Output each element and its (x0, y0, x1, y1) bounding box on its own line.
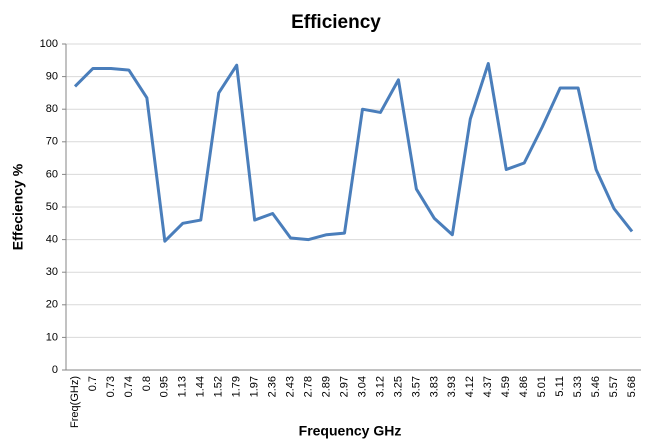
y-tick-label: 10 (46, 331, 58, 343)
x-tick-label: 0.73 (105, 376, 117, 397)
y-tick-label: 100 (40, 38, 58, 50)
x-tick-label: 3.12 (374, 376, 386, 397)
chart-title: Efficiency (291, 12, 381, 33)
x-tick-label: 1.97 (249, 376, 261, 397)
x-tick-label: 2.97 (338, 376, 350, 397)
x-tick-label: 0.74 (123, 376, 135, 397)
x-tick-label: 1.52 (213, 376, 225, 397)
y-tick-label: 60 (46, 168, 58, 180)
y-axis-title: Effeciency % (10, 163, 26, 250)
x-tick-label: 4.86 (518, 376, 530, 397)
x-tick-label: 2.78 (302, 376, 314, 397)
x-tick-label: Freq(GHz) (69, 376, 81, 428)
y-tick-label: 90 (46, 71, 58, 83)
x-tick-label: 1.79 (231, 376, 243, 397)
y-tick-label: 0 (52, 364, 58, 376)
x-tick-label: 0.95 (159, 376, 171, 397)
x-tick-label: 4.12 (464, 376, 476, 397)
y-tick-label: 20 (46, 299, 58, 311)
x-tick-label: 2.89 (320, 376, 332, 397)
y-tick-label: 50 (46, 201, 58, 213)
x-tick-label: 1.13 (177, 376, 189, 397)
x-tick-label: 1.44 (195, 376, 207, 397)
x-tick-label: 4.59 (500, 376, 512, 397)
y-tick-label: 30 (46, 266, 58, 278)
x-tick-label: 0.8 (141, 376, 153, 391)
x-tick-label: 4.37 (482, 376, 494, 397)
x-tick-label: 5.68 (626, 376, 638, 397)
x-tick-label: 2.36 (267, 376, 279, 397)
x-tick-label: 3.83 (428, 376, 440, 397)
x-tick-label: 3.93 (446, 376, 458, 397)
x-tick-label: 5.46 (590, 376, 602, 397)
x-tick-label: 2.43 (285, 376, 297, 397)
x-tick-label: 3.57 (410, 376, 422, 397)
y-tick-label: 80 (46, 103, 58, 115)
x-tick-label: 0.7 (87, 376, 99, 391)
y-tick-label: 70 (46, 136, 58, 148)
x-tick-label: 5.11 (554, 376, 566, 397)
y-tick-label: 40 (46, 234, 58, 246)
x-axis-title: Frequency GHz (299, 423, 402, 439)
x-tick-label: 5.57 (608, 376, 620, 397)
x-tick-label: 5.01 (536, 376, 548, 397)
x-tick-label: 3.25 (392, 376, 404, 397)
x-tick-label: 3.04 (356, 376, 368, 397)
series-line (73, 62, 634, 243)
x-tick-label: 5.33 (572, 376, 584, 397)
